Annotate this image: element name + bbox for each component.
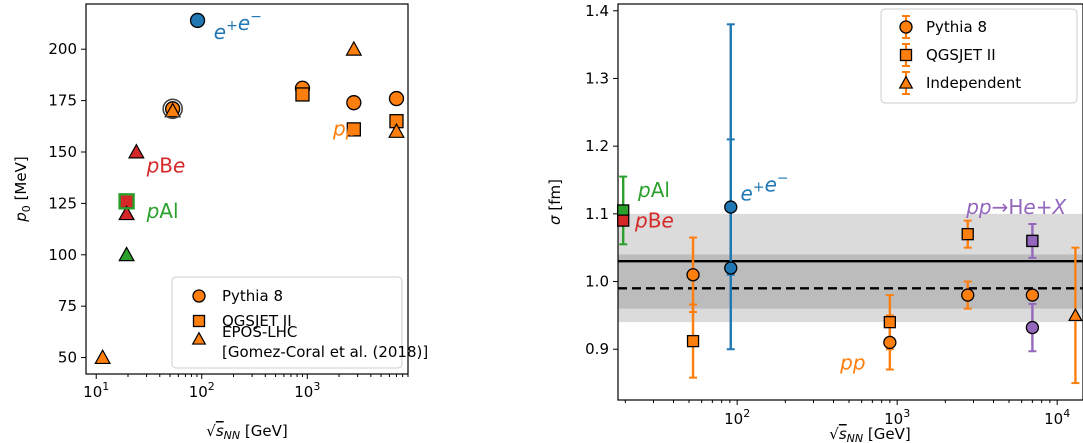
left-y-tick-label: 50 xyxy=(58,349,77,367)
left-x-tick-label: 102 xyxy=(189,380,215,401)
right-chart: 0.9 1.0 1.1 1.2 1.3 1.4 102 103 104 √sNN [GeV] σ [… xyxy=(546,2,1083,443)
right-y-tick-label: 1.1 xyxy=(585,205,609,223)
left-legend-marker xyxy=(192,289,206,303)
right-x-tick-label: 102 xyxy=(724,407,750,428)
left-annotation: pBe xyxy=(146,154,186,178)
right-pBe-square-marker xyxy=(617,214,630,227)
right-y-tick-label: 1.2 xyxy=(585,137,609,155)
right-legend-box xyxy=(880,8,1078,104)
right-pp-He-square-marker xyxy=(1026,234,1039,248)
left-annotation: pp xyxy=(332,117,358,141)
right-annotation: pp xyxy=(839,351,865,375)
right-annotation: pp→He+X xyxy=(965,195,1067,219)
right-legend-label: Pythia 8 xyxy=(926,18,987,36)
right-x-tick-label: 103 xyxy=(884,407,910,428)
left-pp-triangle-marker xyxy=(388,122,405,138)
right-legend-marker xyxy=(898,75,914,89)
left-y-tick-label: 100 xyxy=(48,246,77,264)
left-y-tick-label: 175 xyxy=(48,92,77,110)
left-legend-marker xyxy=(192,314,206,328)
right-pp-He-circle-marker xyxy=(1025,320,1040,335)
right-x-axis-label: √sNN [GeV] xyxy=(829,425,910,443)
right-x-tick-label: 104 xyxy=(1044,407,1070,428)
left-y-tick-label: 200 xyxy=(48,40,77,58)
left-legend-label: Pythia 8 xyxy=(222,287,283,305)
left-legend-label-2: [Gomez-Coral et al. (2018)] xyxy=(222,343,428,361)
right-annotation: pBe xyxy=(634,208,674,232)
right-legend-marker xyxy=(899,48,913,62)
right-y-tick-label: 1.3 xyxy=(585,69,609,87)
left-y-tick-label: 150 xyxy=(48,143,77,161)
left-legend-label: QGSJET II xyxy=(222,312,292,330)
left-x-axis-label: √sNN [GeV] xyxy=(206,422,287,442)
right-y-axis-label: σ [fm] xyxy=(546,179,564,225)
left-pp-circle-marker xyxy=(346,95,362,111)
left-pBe-triangle-marker xyxy=(127,143,145,159)
left-y-axis-label: p0 [MeV] xyxy=(12,156,33,222)
right-annotation: pAl xyxy=(637,178,670,202)
right-y-tick-label: 1.4 xyxy=(585,2,609,20)
right-e+e--circle-marker xyxy=(724,261,738,275)
left-legend-marker xyxy=(191,331,207,345)
right-pp-circle-marker xyxy=(1025,288,1040,302)
right-pp-square-marker xyxy=(961,228,974,241)
left-legend-label: EPOS-LHC xyxy=(222,323,297,341)
right-legend: Pythia 8 QGSJET II Independent xyxy=(880,8,1078,104)
right-annotation: e+e− xyxy=(741,170,789,205)
left-pp-circle-marker xyxy=(388,90,405,107)
left-pp-triangle-marker xyxy=(164,102,182,118)
right-legend-marker xyxy=(899,20,913,34)
right-legend-label: QGSJET II xyxy=(926,46,996,64)
right-pp-circle-marker xyxy=(961,288,975,302)
left-pp-square-marker xyxy=(346,122,361,137)
left-x-tick-label: 101 xyxy=(83,380,109,401)
left-annotation: pAl xyxy=(146,199,179,223)
right-e+e--circle-marker xyxy=(724,200,738,214)
left-pp-square-marker xyxy=(295,87,310,102)
left-pAl-square_outline-marker xyxy=(118,193,135,210)
right-pp-square-marker xyxy=(686,334,700,348)
right-pp-triangle-marker xyxy=(1068,307,1083,322)
right-pp-circle-marker xyxy=(883,335,897,350)
left-chart: 50 75 100 125 150 175 200 101 102 103 √sNN [GeV] p0… xyxy=(12,3,428,442)
left-annotation: e+e− xyxy=(214,9,262,44)
right-pp-square-marker xyxy=(883,316,896,329)
left-y-tick-label: 75 xyxy=(58,297,77,315)
left-legend-box xyxy=(171,276,403,369)
left-pp-triangle-marker xyxy=(345,40,363,56)
right-pp-circle-marker xyxy=(686,268,700,282)
right-y-tick-label: 1.0 xyxy=(585,273,609,291)
left-x-tick-label: 103 xyxy=(294,380,320,401)
left-pAl-triangle-marker xyxy=(118,246,135,262)
left-pp-triangle-marker xyxy=(94,348,112,365)
right-legend-label: Independent xyxy=(926,74,1021,92)
right-plot-area xyxy=(617,3,1083,401)
left-pBe-triangle-marker xyxy=(118,205,135,221)
left-y-tick-label: 125 xyxy=(48,194,77,212)
left-ring-ring-marker xyxy=(162,98,183,120)
left-e+e--circle-marker xyxy=(189,12,206,29)
right-pAl-square-marker xyxy=(617,204,630,217)
right-y-tick-label: 0.9 xyxy=(585,340,609,358)
